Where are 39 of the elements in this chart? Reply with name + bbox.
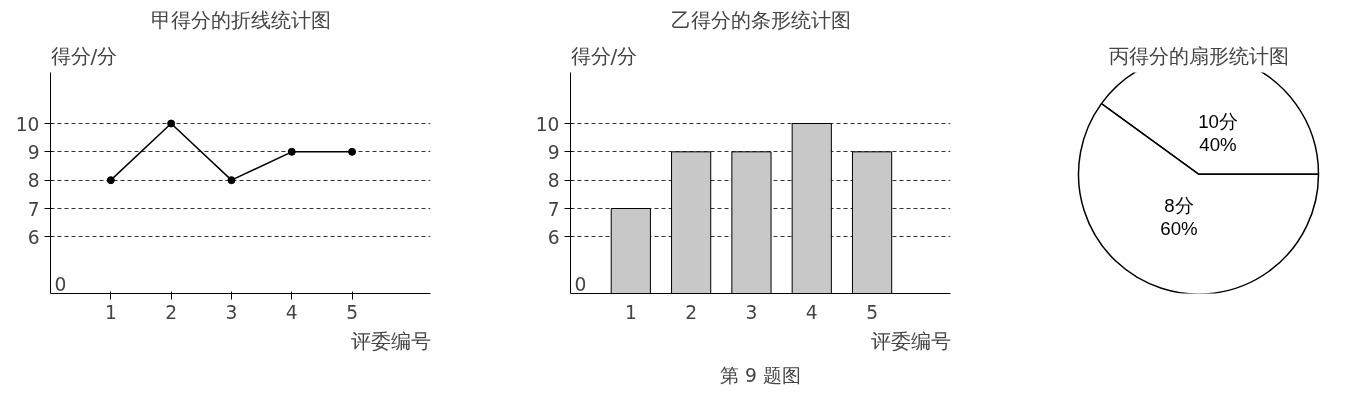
point	[287, 147, 296, 156]
slice-label: 10分	[1198, 111, 1238, 133]
y-tick-label: 9	[547, 141, 560, 163]
chart-title: 丙得分的扇形统计图	[1108, 43, 1289, 68]
x-axis-title: 评委编号	[870, 328, 951, 353]
y-tick-label: 6	[27, 226, 40, 248]
annotation: 0	[574, 273, 587, 295]
point	[106, 176, 115, 185]
y-axis-title: 得分/分	[570, 43, 638, 68]
y-tick-label: 7	[27, 198, 40, 220]
x-tick-label: 1	[624, 301, 637, 323]
y-tick-label: 10	[15, 113, 40, 135]
chart-title: 乙得分的条形统计图	[670, 7, 851, 32]
slice-label: 8分	[1164, 195, 1194, 217]
x-tick-label: 3	[225, 301, 238, 323]
x-tick-label: 2	[685, 301, 698, 323]
x-tick-label: 1	[104, 301, 117, 323]
x-tick-label: 3	[745, 301, 758, 323]
x-tick-label: 5	[866, 301, 879, 323]
y-axis-title: 得分/分	[50, 43, 118, 68]
point	[227, 176, 236, 185]
text: 第 9 题图	[720, 364, 801, 386]
y-tick-label: 6	[547, 226, 560, 248]
y-tick-label: 8	[547, 170, 560, 192]
annotation: 0	[54, 273, 67, 295]
x-tick-label: 4	[285, 301, 298, 323]
y-tick-label: 9	[27, 141, 40, 163]
data-label: 40%	[1199, 134, 1237, 155]
point	[348, 147, 357, 156]
y-tick-label: 7	[547, 198, 560, 220]
chart-title: 甲得分的折线统计图	[150, 7, 331, 32]
x-tick-label: 5	[346, 301, 359, 323]
x-axis-title: 评委编号	[350, 328, 431, 353]
y-tick-label: 10	[535, 113, 560, 135]
x-tick-label: 2	[165, 301, 178, 323]
x-tick-label: 4	[805, 301, 818, 323]
point	[167, 119, 176, 128]
y-tick-label: 8	[27, 170, 40, 192]
data-label: 60%	[1160, 218, 1198, 240]
